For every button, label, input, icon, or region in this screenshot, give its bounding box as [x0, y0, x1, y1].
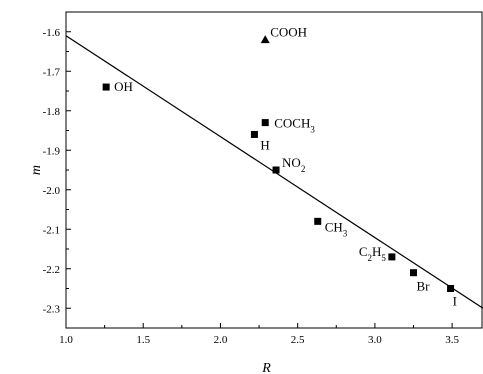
- marker-coch3: [261, 119, 269, 127]
- data-markers: [102, 35, 455, 292]
- x-axis-label: R: [261, 361, 271, 374]
- marker-oh: [102, 83, 110, 91]
- marker-c2h5: [388, 253, 396, 261]
- x-tick-label: 2.0: [214, 334, 228, 346]
- marker-i: [447, 285, 455, 292]
- x-tick-label: 2.5: [291, 334, 305, 346]
- label-cooh: COOH: [270, 25, 307, 40]
- x-tick-label: 3.0: [368, 334, 382, 346]
- x-tick-label: 3.5: [445, 334, 459, 346]
- y-tick-label: -2.3: [43, 303, 61, 315]
- marker-no2: [272, 166, 280, 174]
- y-tick-label: -1.9: [43, 145, 61, 157]
- y-tick-label: -1.7: [43, 66, 61, 78]
- y-tick-label: -1.6: [43, 27, 61, 39]
- axis-ticks: 1.0 1.5 2.0 2.5 3.0 3.5 -1.6 -1.7 -1.8 -1.9 -2.0 -2…: [43, 27, 460, 346]
- x-tick-label: 1.0: [59, 334, 73, 346]
- label-i: I: [453, 294, 457, 309]
- marker-h: [250, 130, 258, 138]
- y-tick-label: -2.2: [43, 264, 60, 276]
- label-c2h5: C2H5: [359, 244, 387, 263]
- y-axis-label: m: [29, 165, 44, 175]
- point-labels: OH COOH COCH3 H NO2 CH3 C2H5 Br I: [114, 25, 457, 309]
- label-br: Br: [417, 279, 431, 294]
- label-oh: OH: [114, 79, 133, 94]
- marker-ch3: [314, 217, 322, 225]
- label-no2: NO2: [282, 155, 305, 174]
- y-tick-label: -1.8: [43, 106, 61, 118]
- marker-br: [410, 269, 417, 277]
- y-tick-label: -2.1: [43, 224, 60, 236]
- marker-cooh: [260, 35, 270, 44]
- label-h: H: [260, 137, 269, 152]
- label-coch3: COCH3: [274, 116, 315, 135]
- x-tick-label: 1.5: [136, 334, 150, 346]
- label-ch3: CH3: [325, 219, 348, 238]
- y-tick-label: -2.0: [43, 185, 61, 197]
